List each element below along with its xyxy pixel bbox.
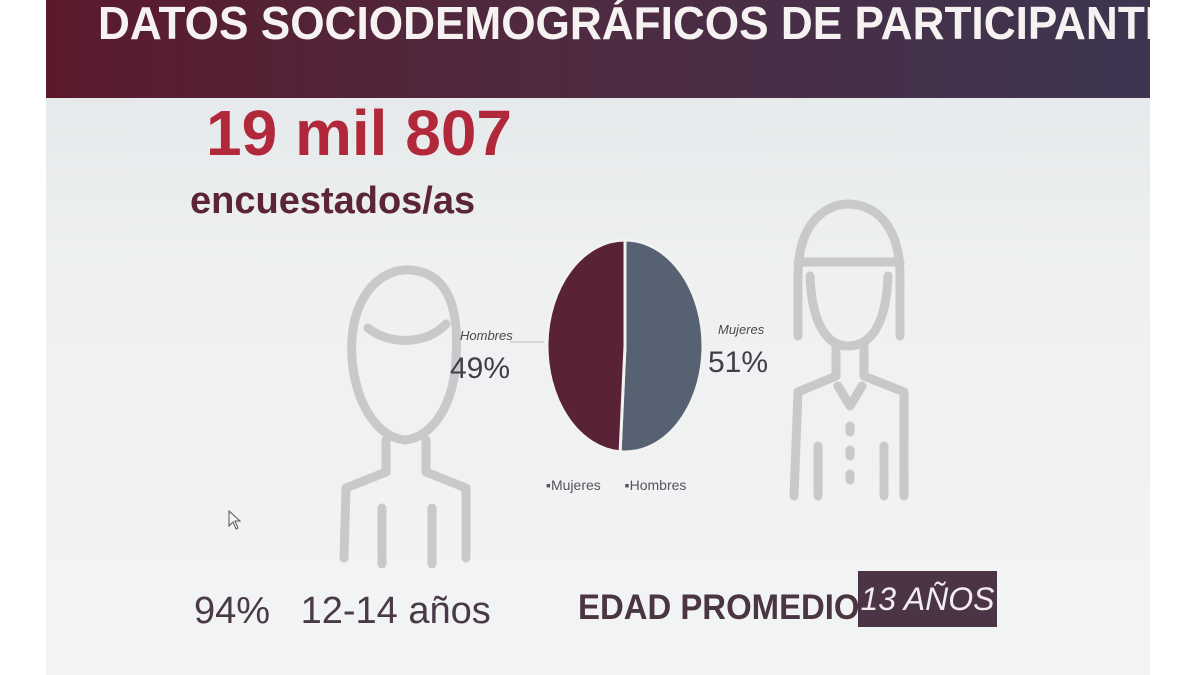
pie-svg [510, 238, 705, 454]
legend-label-mujeres: Mujeres [550, 477, 601, 493]
respondents-label: encuestados/as [190, 180, 476, 222]
pie-label-mujeres: Mujeres [718, 322, 765, 337]
pie-value-mujeres: 51% [708, 346, 769, 379]
average-age-badge: 13 AÑOS [858, 571, 997, 627]
age-range-label: 12-14 años [300, 590, 491, 632]
page-title: DATOS SOCIODEMOGRÁFICOS DE PARTICIPANTES [98, 0, 1150, 49]
respondents-count: 19 mil 807 [206, 97, 512, 169]
header-bar: DATOS SOCIODEMOGRÁFICOS DE PARTICIPANTES [46, 0, 1150, 98]
legend-item-mujeres: ▪Mujeres [546, 477, 601, 493]
legend-label-hombres: Hombres [629, 477, 687, 493]
pie-label-hombres: Hombres [460, 328, 513, 343]
gender-pie-chart: Hombres 49% Mujeres 51% [440, 226, 820, 516]
pie-value-hombres: 49% [450, 352, 511, 385]
slide: DATOS SOCIODEMOGRÁFICOS DE PARTICIPANTES… [46, 0, 1150, 675]
legend-item-hombres: ▪Hombres [624, 477, 687, 493]
female-person-icon [789, 199, 909, 501]
average-age-label: EDAD PROMEDIO [578, 588, 860, 627]
male-person-icon [339, 265, 471, 568]
average-age-value: 13 AÑOS [860, 580, 995, 617]
pie-slice-hombres [545, 238, 627, 454]
pie-legend: ▪Mujeres ▪Hombres [546, 477, 706, 493]
mouse-cursor-icon [228, 510, 242, 530]
age-range-percent: 94% [194, 590, 271, 632]
pie-slice-mujeres [618, 238, 705, 454]
age-range-stat: 94% 12-14 años [194, 590, 491, 633]
